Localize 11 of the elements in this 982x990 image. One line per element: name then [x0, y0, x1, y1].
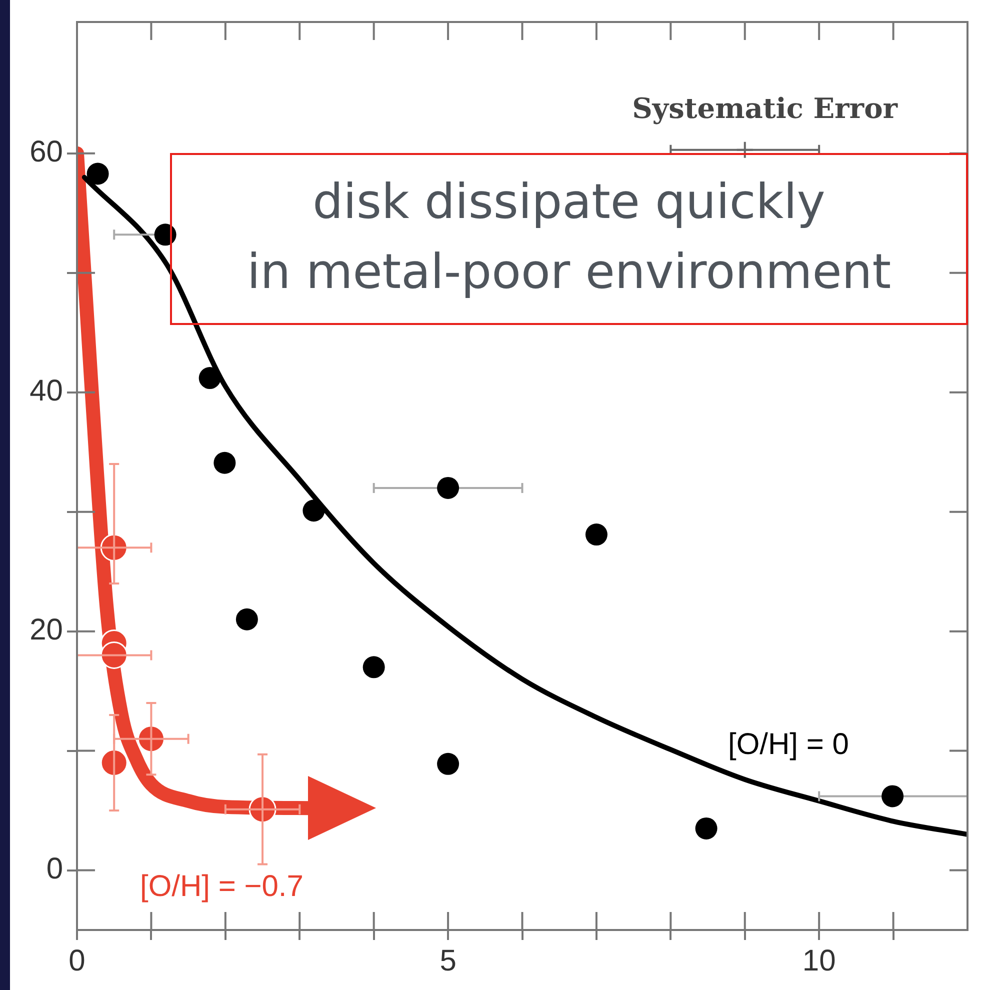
annotation: [O/H] = 0 [728, 728, 849, 762]
y-tick-label: 60 [30, 136, 63, 169]
y-tick-label: 40 [30, 374, 63, 408]
annotation: [O/H] = −0.7 [140, 870, 304, 904]
y-tick-label: 0 [46, 852, 63, 886]
y-tick-label: 20 [30, 614, 63, 647]
annotation: Systematic Error [632, 92, 898, 125]
x-tick-label: 10 [802, 944, 836, 978]
annotation: disk dissipate quickly in metal-poor environment [170, 153, 968, 325]
x-tick-label: 0 [68, 944, 86, 978]
x-tick-label: 5 [440, 944, 456, 978]
